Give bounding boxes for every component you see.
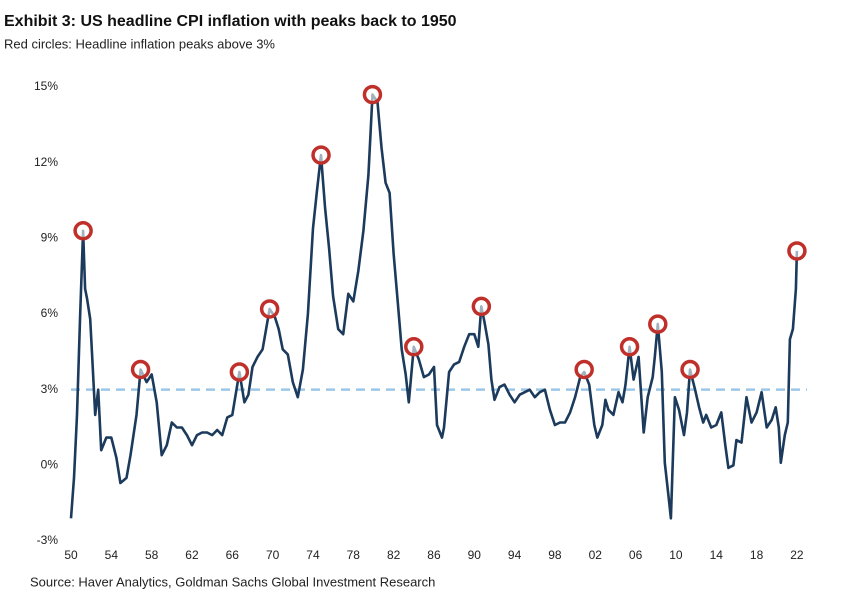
- x-tick-label: 06: [629, 548, 643, 562]
- peak-marker: [574, 359, 594, 380]
- chart-title: Exhibit 3: US headline CPI inflation wit…: [4, 13, 457, 30]
- x-tick-label: 74: [306, 548, 320, 562]
- x-tick-label: 90: [468, 548, 482, 562]
- peak-marker: [680, 359, 700, 380]
- x-tick-label: 70: [266, 548, 280, 562]
- x-tick-label: 02: [589, 548, 603, 562]
- peak-marker: [648, 314, 668, 334]
- peak-marker: [362, 84, 383, 105]
- peak-marker: [619, 337, 640, 357]
- y-tick-label: -3%: [37, 533, 59, 547]
- peak-marker: [229, 362, 250, 382]
- x-tick-label: 98: [548, 548, 562, 562]
- y-tick-label: 6%: [41, 306, 59, 320]
- x-tick-label: 82: [387, 548, 401, 562]
- y-tick-label: 9%: [41, 231, 59, 245]
- y-tick-label: 0%: [41, 458, 59, 472]
- x-tick-label: 94: [508, 548, 522, 562]
- y-tick-label: 12%: [34, 155, 58, 169]
- peak-marker: [471, 296, 492, 317]
- x-tick-label: 62: [185, 548, 199, 562]
- x-tick-label: 66: [226, 548, 240, 562]
- x-tick-label: 50: [64, 548, 78, 562]
- x-tick-label: 78: [347, 548, 361, 562]
- peak-marker: [259, 299, 280, 319]
- x-tick-label: 54: [105, 548, 119, 562]
- cpi-line: [69, 93, 799, 520]
- x-tick-label: 10: [669, 548, 683, 562]
- y-tick-label: 3%: [41, 382, 59, 396]
- source-note: Source: Haver Analytics, Goldman Sachs G…: [30, 574, 435, 589]
- x-tick-label: 14: [710, 548, 724, 562]
- x-tick-label: 22: [790, 548, 804, 562]
- peak-marker: [73, 221, 93, 241]
- x-tick-label: 58: [145, 548, 159, 562]
- x-tick-label: 18: [750, 548, 764, 562]
- peak-marker: [130, 359, 151, 380]
- peak-marker: [311, 145, 331, 165]
- peak-marker: [404, 337, 424, 357]
- peak-marker: [787, 241, 807, 261]
- x-tick-label: 86: [427, 548, 441, 562]
- chart-subtitle: Red circles: Headline inflation peaks ab…: [4, 36, 275, 51]
- y-tick-label: 15%: [34, 79, 58, 93]
